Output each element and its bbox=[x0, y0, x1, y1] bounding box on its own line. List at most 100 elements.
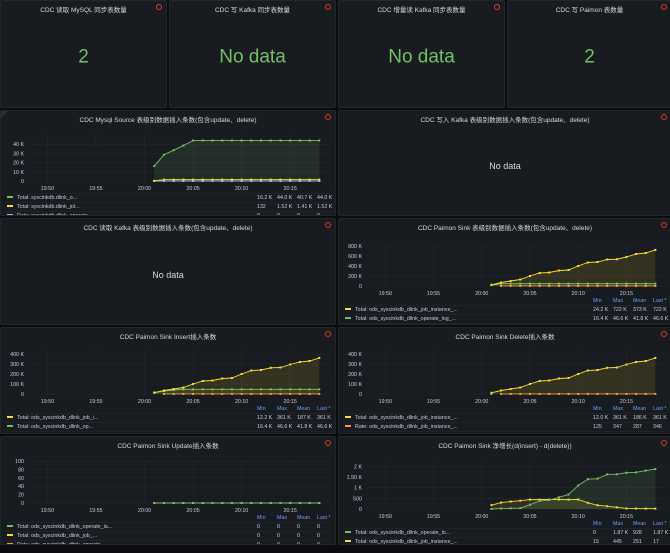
x-tick-label: 20:15 bbox=[284, 399, 297, 405]
legend-header-min[interactable]: Min bbox=[257, 406, 266, 412]
panel-title: CDC Mysql Source 表级别数据插入条数(包含update、dele… bbox=[79, 117, 257, 124]
chart-legend: Min Max Mean Last * Total: ods_syscinkdb_dli… bbox=[343, 405, 667, 433]
data-point bbox=[318, 178, 321, 181]
no-data-message: No data bbox=[489, 161, 521, 171]
data-point bbox=[250, 369, 253, 372]
y-tick-label: 20 bbox=[18, 493, 24, 499]
x-tick-label: 20:05 bbox=[523, 514, 536, 520]
legend-mean-value: 40.7 K bbox=[297, 195, 313, 201]
warning-icon[interactable] bbox=[325, 4, 331, 10]
legend-header-mean[interactable]: Mean bbox=[297, 515, 311, 521]
legend-item[interactable]: Total: ods_syscinkdb_dlink_operate_log..… bbox=[343, 431, 667, 433]
panel-title: CDC 写入 Kafka 表级别数据插入条数(包含update、delete) bbox=[420, 117, 590, 124]
warning-icon[interactable] bbox=[325, 440, 331, 446]
data-point bbox=[654, 282, 657, 285]
legend-item[interactable]: Total: ods_syscinkdb_dlink_job_instance_… bbox=[343, 413, 667, 422]
stat-value: No data bbox=[219, 46, 286, 68]
stat-panel-mysql-tables: CDC 读取 MySQL 同步表数量 2 bbox=[0, 0, 167, 108]
legend-item[interactable]: Total: ods_syscinkdb_dlink_op... 16.4 K 46… bbox=[5, 422, 332, 431]
legend-item[interactable]: Rate: syscinkdb.dlink_operate... 0 0 0 0 bbox=[5, 211, 331, 216]
x-tick-label: 20:05 bbox=[186, 508, 199, 514]
data-point bbox=[182, 144, 185, 147]
legend-max-value: 46.6 K bbox=[613, 316, 629, 322]
warning-icon[interactable] bbox=[325, 114, 331, 120]
warning-icon[interactable] bbox=[494, 4, 500, 10]
legend-header-min[interactable]: Min bbox=[593, 298, 602, 304]
legend-header-min[interactable]: Min bbox=[593, 521, 602, 527]
legend-item[interactable]: Total: ods_syscinkdb_dlink_job_i... 12.2 … bbox=[5, 413, 331, 422]
legend-item[interactable]: Rate: ods_syscinkdb_dlink_job_instance_.… bbox=[343, 422, 667, 431]
data-point bbox=[162, 180, 165, 182]
legend-item[interactable]: Rate: ods_syscinkdb_dlink_job_instance_.… bbox=[343, 323, 667, 324]
legend-header-max[interactable]: Max bbox=[613, 298, 624, 304]
legend-mean-value: 0 bbox=[297, 213, 300, 216]
data-point bbox=[586, 261, 589, 264]
legend-max-value: 44.0 K bbox=[277, 195, 293, 201]
data-point bbox=[635, 392, 638, 395]
warning-icon[interactable] bbox=[156, 4, 162, 10]
legend-item[interactable]: Total: ods_syscinkdb_dlink_job_instance_… bbox=[343, 537, 667, 544]
warning-icon[interactable] bbox=[661, 114, 667, 120]
panel-title: CDC Paimon Sink Insert插入条数 bbox=[119, 334, 217, 341]
legend-header-max[interactable]: Max bbox=[277, 515, 288, 521]
legend-item[interactable]: Total: ods_syscinkdb_dlink_job_instance_… bbox=[343, 305, 667, 314]
warning-icon[interactable] bbox=[661, 440, 667, 446]
legend-item[interactable]: Rate: ods_syscinkdb_dlink_operate_... 0 0 0… bbox=[5, 540, 331, 544]
warning-icon[interactable] bbox=[325, 222, 331, 228]
data-point bbox=[182, 386, 185, 389]
data-point bbox=[519, 386, 522, 389]
legend-header-max[interactable]: Max bbox=[613, 521, 624, 527]
data-point bbox=[308, 388, 311, 391]
legend-header-max[interactable]: Max bbox=[613, 406, 624, 412]
warning-icon[interactable] bbox=[661, 4, 667, 10]
data-point bbox=[172, 149, 175, 152]
legend-item[interactable]: Total: syscinkdb.dlink_jol... 132 1.52 K 1.… bbox=[5, 202, 332, 211]
legend-header-last[interactable]: Last * bbox=[653, 406, 667, 412]
legend-item[interactable]: Total: syscinkdb.dlink_o... 16.2 K 44.0 K 4… bbox=[5, 193, 332, 202]
data-point bbox=[172, 502, 175, 504]
legend-header-last[interactable]: Last * bbox=[653, 521, 667, 527]
data-point bbox=[289, 180, 292, 182]
legend-series-name: Total: ods_syscinkdb_dlink_job_instance_… bbox=[355, 415, 458, 421]
legend-mean-value: 41.8 K bbox=[633, 316, 649, 322]
legend-item[interactable]: Total: ods_syscinkdb_dlink_job_... 0 0 0 0 bbox=[5, 531, 331, 540]
data-point bbox=[279, 178, 282, 181]
legend-last-value: 0 bbox=[317, 542, 320, 545]
data-point bbox=[538, 498, 541, 501]
legend-header-mean[interactable]: Mean bbox=[633, 521, 647, 527]
data-point bbox=[289, 363, 292, 366]
legend-header-min[interactable]: Min bbox=[593, 406, 602, 412]
legend-mean-value: 1.41 K bbox=[297, 204, 313, 210]
legend-header: Min Max Mean Last * bbox=[5, 514, 331, 522]
data-point bbox=[596, 282, 599, 285]
legend-header-mean[interactable]: Mean bbox=[633, 298, 647, 304]
x-tick-label: 19:50 bbox=[41, 399, 54, 405]
stat-value: No data bbox=[388, 46, 455, 68]
data-point bbox=[298, 361, 301, 363]
data-point bbox=[318, 502, 321, 504]
y-tick-label: 100 K bbox=[348, 382, 362, 388]
legend-item[interactable]: Total: ods_syscinkdb_dlink_operate_log_.… bbox=[343, 314, 668, 323]
data-point bbox=[635, 471, 638, 474]
data-point bbox=[172, 178, 175, 181]
legend-min-value: 0 bbox=[257, 533, 260, 539]
x-tick-label: 20:00 bbox=[475, 291, 488, 297]
legend-header-last[interactable]: Last * bbox=[653, 298, 667, 304]
x-tick-label: 20:00 bbox=[138, 508, 151, 514]
legend-item[interactable]: Rate: ods_syscinkdb_dlink_job_...1253472… bbox=[5, 431, 331, 433]
data-point bbox=[269, 502, 272, 504]
data-point bbox=[192, 383, 195, 385]
warning-icon[interactable] bbox=[325, 331, 331, 337]
legend-header-min[interactable]: Min bbox=[257, 515, 266, 521]
legend-header-mean[interactable]: Mean bbox=[633, 406, 647, 412]
legend-header-last[interactable]: Last * bbox=[317, 406, 331, 412]
data-point bbox=[192, 392, 195, 395]
legend-header-max[interactable]: Max bbox=[277, 406, 288, 412]
panel-info-corner[interactable] bbox=[1, 111, 8, 118]
legend-item[interactable]: Total: ods_syscinkdb_dlink_operate_lo...… bbox=[343, 528, 668, 537]
legend-header-last[interactable]: Last * bbox=[317, 515, 331, 521]
legend-item[interactable]: Total: ods_syscinkdb_dlink_operate_la...… bbox=[5, 522, 331, 531]
legend-header-mean[interactable]: Mean bbox=[297, 406, 311, 412]
warning-icon[interactable] bbox=[661, 331, 667, 337]
warning-icon[interactable] bbox=[661, 222, 667, 228]
